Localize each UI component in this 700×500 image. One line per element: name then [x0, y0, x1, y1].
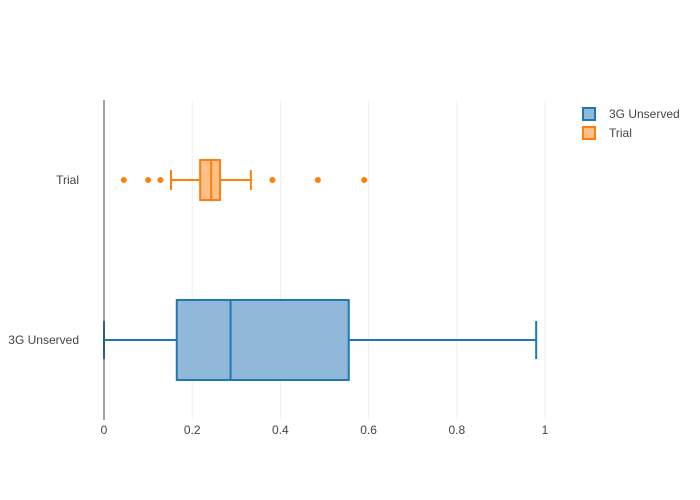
box-3g-unserved	[103, 299, 538, 381]
x-tick-label: 0.4	[272, 423, 289, 437]
legend-swatch	[582, 107, 596, 121]
boxes	[103, 159, 538, 381]
axes: 0 0.2 0.4 0.6 0.8 1 3G Unserved Trial	[8, 100, 549, 437]
outlier-point	[120, 177, 127, 183]
outlier-point	[157, 177, 164, 183]
y-tick-label: 3G Unserved	[8, 333, 79, 347]
legend-label: 3G Unserved	[609, 107, 680, 121]
outlier-point	[269, 177, 276, 183]
y-tick-label: Trial	[56, 173, 79, 187]
x-tick-label: 0.6	[360, 423, 377, 437]
legend-label: Trial	[609, 126, 632, 140]
outlier-point	[314, 177, 321, 183]
outlier-point	[145, 177, 152, 183]
x-tick-label: 1	[542, 423, 549, 437]
box-iqr	[175, 299, 350, 381]
x-tick-label: 0	[101, 423, 108, 437]
x-tick-label: 0.8	[448, 423, 465, 437]
box-trial	[120, 159, 368, 201]
legend-swatch	[582, 126, 596, 140]
legend[interactable]: 3G Unserved Trial	[582, 107, 680, 140]
x-tick-label: 0.2	[184, 423, 201, 437]
box-iqr	[199, 159, 221, 201]
legend-item-trial[interactable]: Trial	[582, 126, 632, 140]
legend-item-3g-unserved[interactable]: 3G Unserved	[582, 107, 680, 121]
outlier-point	[361, 177, 368, 183]
